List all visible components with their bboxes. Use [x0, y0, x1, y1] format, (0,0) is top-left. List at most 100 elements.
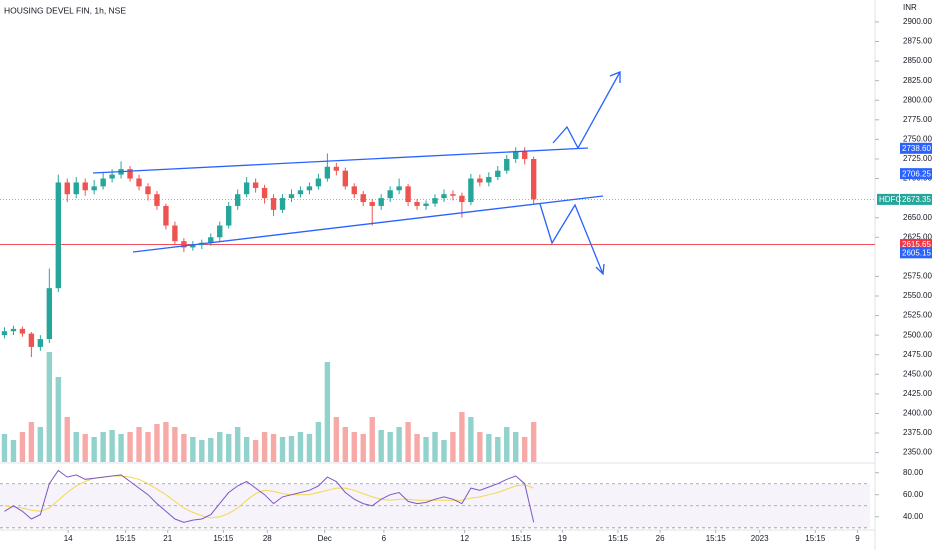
volume-bar [441, 440, 447, 462]
y-tick-label: 2400.00 [903, 409, 932, 418]
volume-bar [46, 352, 53, 462]
volume-bar [369, 417, 375, 462]
volume-bar [306, 434, 313, 462]
x-tick-label: 15:15 [706, 534, 727, 543]
volume-bar [100, 432, 106, 462]
volume-bar [28, 422, 35, 462]
volume-bar [423, 437, 429, 462]
rsi-line [4, 469, 535, 523]
candle-body [82, 182, 88, 191]
volume-bar [495, 437, 501, 462]
volume-bar [387, 432, 393, 462]
price-label: 2706.25 [902, 169, 931, 178]
volume-bar [378, 430, 384, 462]
volume-bar [279, 437, 286, 462]
x-tick-label: 12 [460, 534, 469, 543]
volume-bar [243, 437, 250, 462]
candle-body [64, 182, 70, 195]
candle-body [530, 158, 537, 200]
volume-bar [396, 427, 402, 462]
volume-bar [405, 422, 411, 462]
candle-body [423, 203, 429, 206]
x-tick-label: 2023 [751, 534, 769, 543]
x-tick-label: Dec [318, 534, 332, 543]
candle-body [163, 205, 169, 226]
volume-bar [342, 427, 348, 462]
y-tick-label: 2550.00 [903, 291, 932, 300]
candle-body [252, 182, 259, 188]
candle-body [109, 174, 115, 179]
volume-bar [468, 417, 474, 462]
volume-bar [315, 422, 322, 462]
price-label: 2738.60 [902, 144, 931, 153]
y-tick-label: 2475.00 [903, 350, 932, 359]
y-tick-label: 2900.00 [903, 17, 932, 26]
candle-body [10, 328, 17, 332]
x-tick-label: 9 [855, 534, 860, 543]
y-tick-label: 2350.00 [903, 448, 932, 457]
candle-body [279, 198, 286, 210]
candle-body [288, 194, 295, 199]
volume-bar [270, 434, 277, 462]
y-tick-label: 2500.00 [903, 330, 932, 339]
candle-body [477, 178, 483, 183]
candle-body [208, 237, 214, 243]
candle-body [261, 187, 268, 199]
candle-body [181, 241, 187, 248]
x-tick-label: 26 [656, 534, 665, 543]
volume-bar [73, 432, 79, 462]
volume-bar [127, 432, 133, 462]
candle-body [270, 198, 277, 210]
price-label-box [900, 142, 932, 154]
y-tick-label: 2450.00 [903, 369, 932, 378]
candle-body [46, 288, 53, 340]
volume-bar [154, 424, 160, 462]
volume-bar [486, 434, 492, 462]
volume-bar [324, 362, 331, 462]
currency: INR [903, 3, 917, 12]
channel-lower [132, 195, 604, 253]
candle-body [396, 186, 402, 191]
candle-body [459, 195, 465, 203]
volume-bar [199, 440, 205, 462]
price-label: 2673.35 [902, 195, 931, 204]
volume-bar [10, 440, 17, 462]
candle-body [37, 339, 44, 347]
volume-bar [261, 432, 268, 462]
volume-bar [234, 427, 241, 462]
volume-bar [252, 440, 259, 462]
rsi-tick-label: 60.00 [903, 490, 924, 499]
candle-body [414, 202, 420, 206]
volume-bar [190, 437, 196, 462]
volume-bar [208, 438, 214, 462]
candle-body [55, 182, 61, 289]
volume-bar [217, 432, 223, 462]
arrow-up-path [552, 71, 621, 150]
price-label-box [900, 247, 932, 259]
y-tick-label: 2825.00 [903, 76, 932, 85]
price-label-box [900, 168, 932, 180]
y-tick-label: 2650.00 [903, 213, 932, 222]
volume-bar [37, 427, 44, 462]
candle-body [468, 178, 474, 203]
x-tick-label: 28 [263, 534, 272, 543]
candle-body [127, 169, 133, 179]
volume-bar [504, 427, 510, 462]
volume-bar [414, 434, 420, 462]
symbol-box [877, 193, 899, 205]
x-tick-label: 15:15 [511, 534, 532, 543]
volume-bar [181, 434, 187, 462]
y-tick-label: 2425.00 [903, 389, 932, 398]
candle-body [333, 166, 340, 171]
arrow-down-path [539, 203, 604, 275]
candle-body [19, 328, 26, 334]
candle-body [495, 170, 501, 177]
y-tick-label: 2525.00 [903, 311, 932, 320]
volume-bar [530, 422, 537, 462]
volume-bar [55, 377, 61, 462]
x-tick-label: 15:15 [116, 534, 137, 543]
y-tick-label: 2875.00 [903, 37, 932, 46]
symbol-label: HDFC [879, 195, 901, 204]
